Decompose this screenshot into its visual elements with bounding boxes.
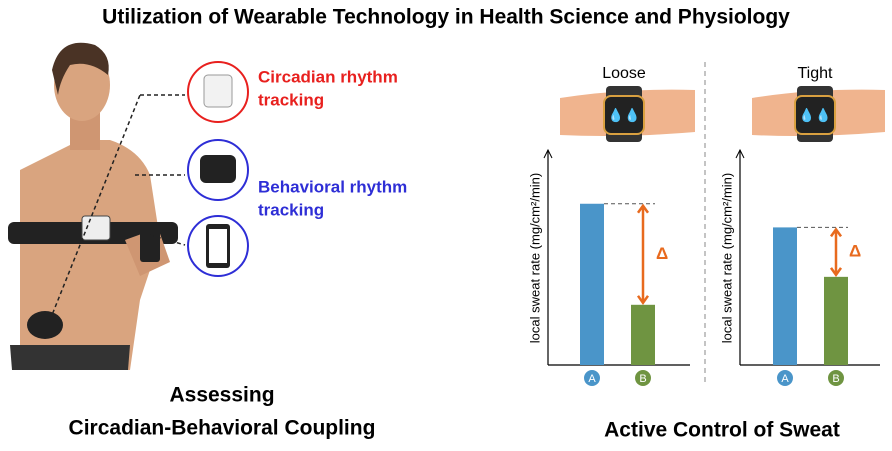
watch-face (794, 95, 836, 135)
device-label: Behavioral rhythm (258, 177, 407, 196)
device-label: Circadian rhythm (258, 67, 398, 86)
x-tick-label: B (639, 373, 646, 385)
bar (824, 276, 848, 365)
device-label: tracking (258, 90, 324, 109)
chart-title: Tight (798, 65, 834, 82)
bar (580, 203, 604, 365)
sweat-drops: 💧💧 (799, 107, 831, 122)
left-caption: Assessing (169, 384, 274, 407)
sweat-drops: 💧💧 (608, 107, 640, 122)
y-axis-arrow (735, 148, 745, 159)
figure-title: Utilization of Wearable Technology in He… (102, 6, 790, 29)
watch-face (603, 95, 645, 135)
bar (773, 227, 797, 365)
delta-arrow (636, 203, 650, 305)
chart-title: Loose (602, 65, 646, 82)
category-badge (584, 370, 600, 386)
device-label: tracking (258, 200, 324, 219)
y-axis-arrow (543, 148, 553, 159)
bar (631, 304, 655, 365)
category-badge (828, 370, 844, 386)
delta-label: Δ (849, 242, 861, 261)
delta-arrow (829, 227, 843, 278)
x-tick-label: A (781, 373, 789, 385)
y-axis-label: local sweat rate (mg/cm²/min) (719, 173, 734, 343)
x-tick-label: B (832, 373, 839, 385)
delta-label: Δ (656, 244, 668, 263)
x-tick-label: A (588, 373, 596, 385)
y-axis-label: local sweat rate (mg/cm²/min) (527, 173, 542, 343)
right-caption: Active Control of Sweat (604, 419, 840, 442)
device-icons (187, 61, 249, 277)
category-badge (777, 370, 793, 386)
person-illustration (8, 42, 186, 370)
left-caption: Circadian-Behavioral Coupling (69, 417, 376, 440)
category-badge (635, 370, 651, 386)
